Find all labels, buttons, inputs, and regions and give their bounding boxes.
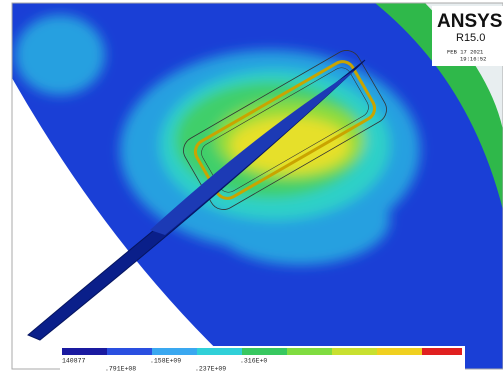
viewport: 140877 .158E+09 .316E+0 .791E+08 .237E+0… (0, 0, 503, 378)
product-name: ANSYS (437, 11, 502, 32)
color-bar (62, 348, 462, 355)
legend-label: .316E+0 (240, 358, 267, 365)
legend-label: .158E+09 (150, 358, 181, 365)
release: R15.0 (456, 32, 485, 44)
date: FEB 17 2021 (447, 48, 484, 55)
legend-label: 140877 (62, 358, 86, 365)
legend-label: .237E+09 (195, 366, 226, 373)
page: 140877 .158E+09 .316E+0 .791E+08 .237E+0… (0, 0, 503, 378)
legend-label: .791E+08 (105, 366, 136, 373)
time: 19:16:52 (460, 55, 486, 62)
